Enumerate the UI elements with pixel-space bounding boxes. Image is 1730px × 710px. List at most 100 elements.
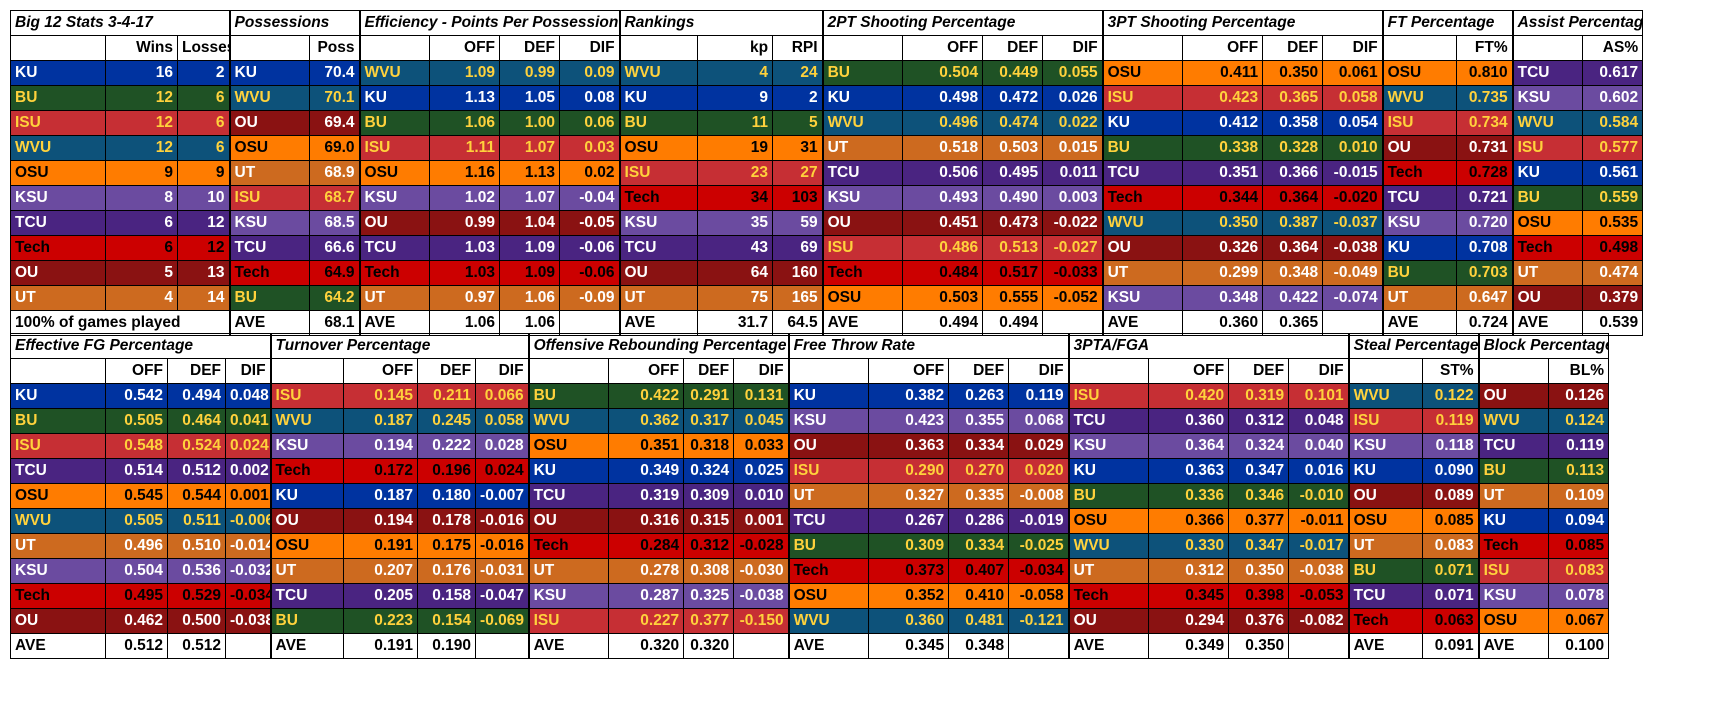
value-cell: 0.377 [683,608,735,634]
value-cell: 0.617 [1582,60,1644,86]
column-header: DEF [499,35,561,61]
average-value: 1.06 [499,310,561,336]
value-cell: 1.13 [499,160,561,186]
value-cell: 0.511 [167,508,226,534]
value-cell: 0.001 [733,508,790,534]
team-cell: KU [1347,458,1424,484]
value-cell: 0.033 [733,433,790,459]
value-cell: 5 [105,260,178,286]
value-cell: 0.020 [1008,458,1070,484]
value-cell: 1.07 [499,185,561,211]
team-cell: WVU [1067,533,1150,559]
value-cell: 0.083 [1422,533,1480,559]
value-cell: 4 [697,60,774,86]
team-cell: WVU [269,408,345,434]
value-cell: 0.512 [167,458,226,484]
value-cell: -0.019 [1008,508,1070,534]
value-cell: -0.028 [733,533,790,559]
value-cell: 0.126 [1548,383,1610,409]
value-cell: 0.325 [683,583,735,609]
value-cell: 0.015 [1042,135,1104,161]
team-cell: ISU [358,135,431,161]
value-cell: 0.026 [1042,85,1104,111]
value-cell: 0.382 [868,383,950,409]
team-cell: WVU [1101,210,1184,236]
table-row: Tech 6 12 TCU 66.6 TCU 1.03 1.09 -0.06 TCU 43 69 ISU… [10,235,1644,261]
value-cell: 0.176 [417,558,477,584]
value-cell: 0.066 [475,383,530,409]
team-cell: OSU [1347,508,1424,534]
value-cell: 0.154 [417,608,477,634]
value-cell: 64.2 [309,285,361,311]
value-cell: 0.484 [902,260,984,286]
value-cell: 43 [697,235,774,261]
team-cell: BU [1347,558,1424,584]
value-cell: 0.061 [1322,60,1384,86]
team-cell: OU [1347,483,1424,509]
average-label: AVE [269,633,345,659]
value-cell: 0.387 [1262,210,1324,236]
value-cell: -0.027 [1042,235,1104,261]
value-cell: 1.03 [429,235,501,261]
column-header: OFF [608,358,685,384]
value-cell: 0.094 [1548,508,1610,534]
value-cell: 0.286 [948,508,1010,534]
section-title: Big 12 Stats 3-4-17 [9,10,231,36]
team-cell: UT [269,558,345,584]
section-title: 3PTA/FGA [1067,333,1350,359]
team-cell: Tech [527,533,610,559]
value-cell: 12 [105,110,178,136]
value-cell: 0.350 [1262,60,1324,86]
value-cell: -0.038 [1288,558,1350,584]
value-cell: -0.033 [1042,260,1104,286]
table-row: WVU 12 6 OSU 69.0 ISU 1.11 1.07 0.03 OSU 19 31 UT 0.5… [10,135,1644,161]
average-value: 0.191 [343,633,419,659]
value-cell: 1.06 [499,285,561,311]
team-cell: UT [1511,260,1584,286]
column-header: OFF [1182,35,1264,61]
average-value: 0.320 [608,633,685,659]
value-cell: 0.462 [105,608,168,634]
team-cell: WVU [527,408,610,434]
value-cell: 0.555 [982,285,1044,311]
value-cell: 70.1 [309,85,361,111]
average-label: AVE [1101,310,1184,336]
value-cell: 0.358 [1262,110,1324,136]
value-cell: 0.348 [1182,285,1264,311]
team-cell: KSU [1347,433,1424,459]
value-cell: -0.052 [1042,285,1104,311]
column-header [358,35,431,61]
value-cell: 0.287 [608,583,685,609]
value-cell: -0.06 [559,260,621,286]
column-header: DEF [948,358,1010,384]
value-cell: 0.423 [1182,85,1264,111]
value-cell: 0.363 [1148,458,1230,484]
bottom-stats-table: Effective FG Percentage Turnover Percenta… [9,333,1610,659]
value-cell: 5 [772,110,824,136]
value-cell: 0.278 [608,558,685,584]
average-label: AVE [1067,633,1150,659]
team-cell: TCU [821,160,904,186]
value-cell: -0.082 [1288,608,1350,634]
value-cell: 1.06 [429,110,501,136]
column-header: DEF [683,358,735,384]
value-cell: 0.490 [982,185,1044,211]
value-cell: 16 [105,60,178,86]
table-row: TCU 6 12 KSU 68.5 OU 0.99 1.04 -0.05 KSU 35 59 OU 0.4… [10,210,1644,236]
value-cell: 0.379 [1582,285,1644,311]
value-cell: 0.067 [1548,608,1610,634]
team-cell: TCU [1511,60,1584,86]
value-cell: 0.412 [1182,110,1264,136]
table-row: BU 12 6 WVU 70.1 KU 1.13 1.05 0.08 KU 9 2 KU 0.498 0.4… [10,85,1644,111]
table-row: UT 4 14 BU 64.2 UT 0.97 1.06 -0.09 UT 75 165 OSU 0.50… [10,285,1644,311]
column-header [527,358,610,384]
section-title: Efficiency - Points Per Possession [358,10,621,36]
team-cell: KSU [527,583,610,609]
table-row: WVU 0.505 0.511 -0.006 OU 0.194 0.178 -0.016 OU 0… [10,508,1610,534]
value-cell: 0.513 [982,235,1044,261]
team-cell: OSU [269,533,345,559]
team-cell: OU [269,508,345,534]
value-cell: 165 [772,285,824,311]
team-cell: WVU [787,608,870,634]
team-cell: KU [10,383,106,409]
